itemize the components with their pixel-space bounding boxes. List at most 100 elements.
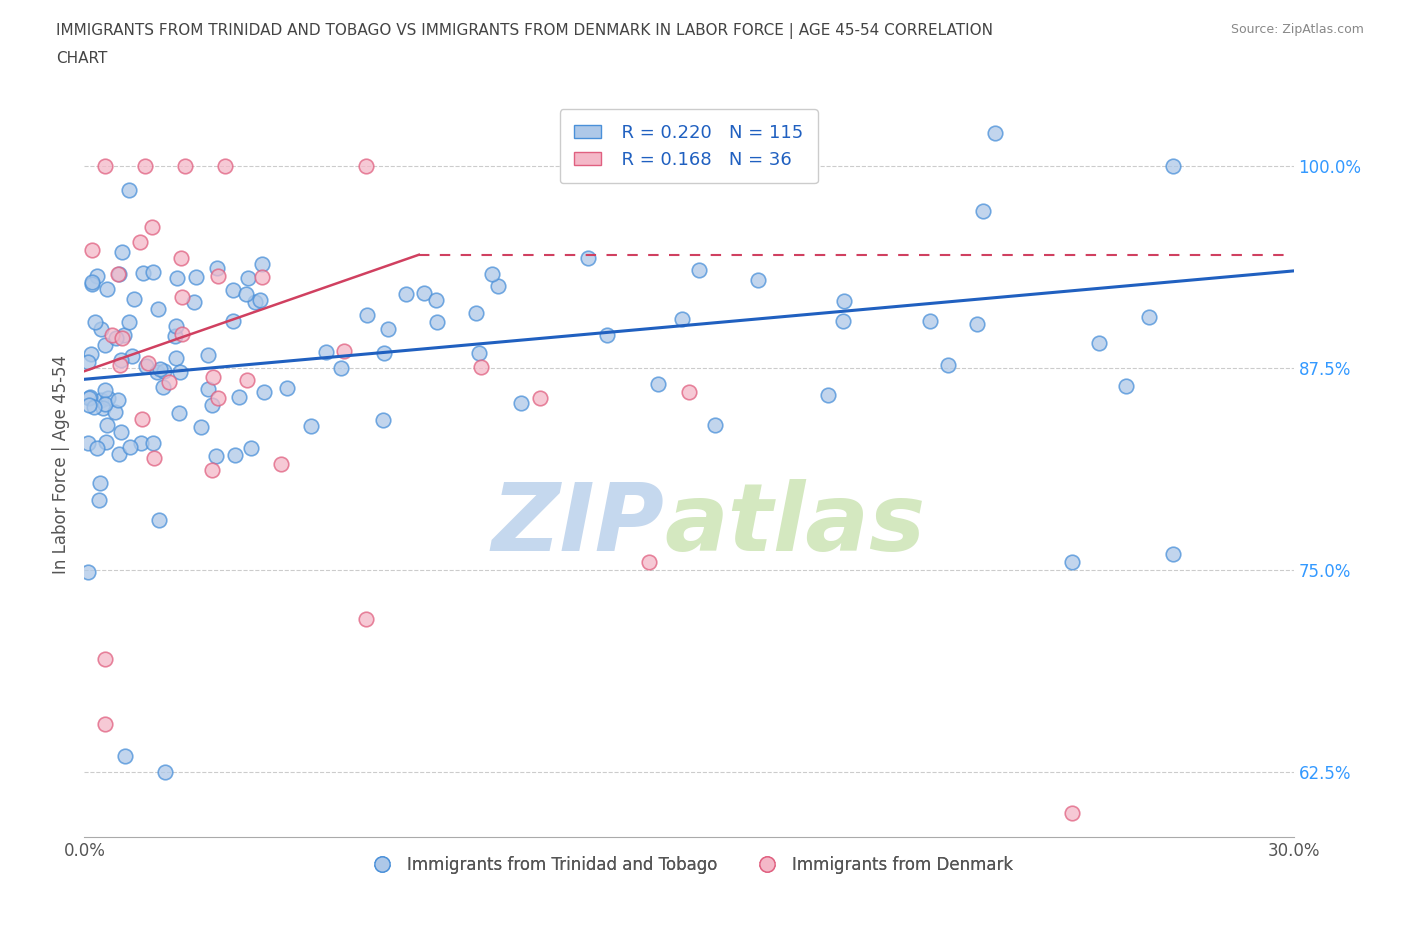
Point — [470, 360, 492, 375]
Point — [110, 425, 132, 440]
Point — [143, 450, 166, 465]
Point — [96, 281, 118, 296]
Point — [148, 512, 170, 527]
Point — [371, 413, 394, 428]
Point — [356, 611, 378, 626]
Point — [82, 276, 104, 291]
Point — [121, 349, 143, 364]
Point — [647, 377, 669, 392]
Point — [1115, 379, 1137, 393]
Point — [165, 318, 187, 333]
Point — [252, 270, 274, 285]
Point — [395, 286, 418, 301]
Point — [1060, 805, 1083, 820]
Point — [377, 322, 399, 337]
Point — [93, 716, 115, 731]
Point — [202, 369, 225, 384]
Legend: Immigrants from Trinidad and Tobago, Immigrants from Denmark: Immigrants from Trinidad and Tobago, Imm… — [359, 849, 1019, 881]
Point — [425, 293, 447, 308]
Point — [1161, 158, 1184, 173]
Point — [122, 291, 145, 306]
Point — [148, 301, 170, 316]
Point — [105, 331, 128, 346]
Point — [703, 418, 725, 432]
Point — [510, 396, 533, 411]
Point — [172, 289, 194, 304]
Point — [103, 405, 125, 420]
Text: atlas: atlas — [665, 479, 927, 570]
Point — [464, 306, 486, 321]
Point — [235, 286, 257, 301]
Point — [132, 266, 155, 281]
Point — [131, 412, 153, 427]
Point — [201, 462, 224, 477]
Point — [77, 391, 100, 405]
Point — [165, 351, 187, 365]
Point — [250, 257, 273, 272]
Point — [637, 554, 659, 569]
Point — [972, 204, 994, 219]
Point — [94, 382, 117, 397]
Point — [236, 373, 259, 388]
Point — [167, 405, 190, 420]
Point — [186, 270, 208, 285]
Point — [120, 440, 142, 455]
Point — [197, 348, 219, 363]
Point — [111, 245, 134, 259]
Point — [205, 260, 228, 275]
Point — [107, 267, 129, 282]
Point — [170, 326, 193, 341]
Point — [426, 315, 449, 330]
Point — [529, 391, 551, 405]
Point — [149, 362, 172, 377]
Point — [276, 380, 298, 395]
Point — [118, 314, 141, 329]
Point — [89, 475, 111, 490]
Point — [108, 446, 131, 461]
Point — [91, 401, 114, 416]
Point — [112, 327, 135, 342]
Point — [270, 457, 292, 472]
Point — [101, 327, 124, 342]
Point — [190, 419, 212, 434]
Point — [373, 346, 395, 361]
Text: CHART: CHART — [56, 51, 108, 66]
Text: ZIP: ZIP — [492, 479, 665, 570]
Point — [299, 418, 322, 433]
Point — [96, 434, 118, 449]
Point — [236, 271, 259, 286]
Point — [966, 317, 988, 332]
Point — [413, 286, 436, 300]
Point — [1087, 336, 1109, 351]
Point — [596, 327, 619, 342]
Point — [565, 156, 588, 171]
Point — [163, 329, 186, 344]
Point — [169, 250, 191, 265]
Point — [77, 397, 100, 412]
Point — [174, 158, 197, 173]
Point — [356, 308, 378, 323]
Point — [83, 314, 105, 329]
Point — [249, 292, 271, 307]
Text: Source: ZipAtlas.com: Source: ZipAtlas.com — [1230, 23, 1364, 36]
Point — [831, 313, 853, 328]
Point — [86, 440, 108, 455]
Point — [253, 384, 276, 399]
Point — [94, 396, 117, 411]
Point — [134, 158, 156, 173]
Point — [129, 234, 152, 249]
Point — [83, 399, 105, 414]
Point — [107, 392, 129, 407]
Point — [239, 441, 262, 456]
Point — [135, 359, 157, 374]
Point — [90, 392, 112, 407]
Point — [671, 312, 693, 326]
Point — [214, 158, 236, 173]
Point — [111, 331, 134, 346]
Point — [1060, 554, 1083, 569]
Point — [80, 347, 103, 362]
Point — [315, 344, 337, 359]
Point — [131, 435, 153, 450]
Point — [832, 293, 855, 308]
Point — [197, 382, 219, 397]
